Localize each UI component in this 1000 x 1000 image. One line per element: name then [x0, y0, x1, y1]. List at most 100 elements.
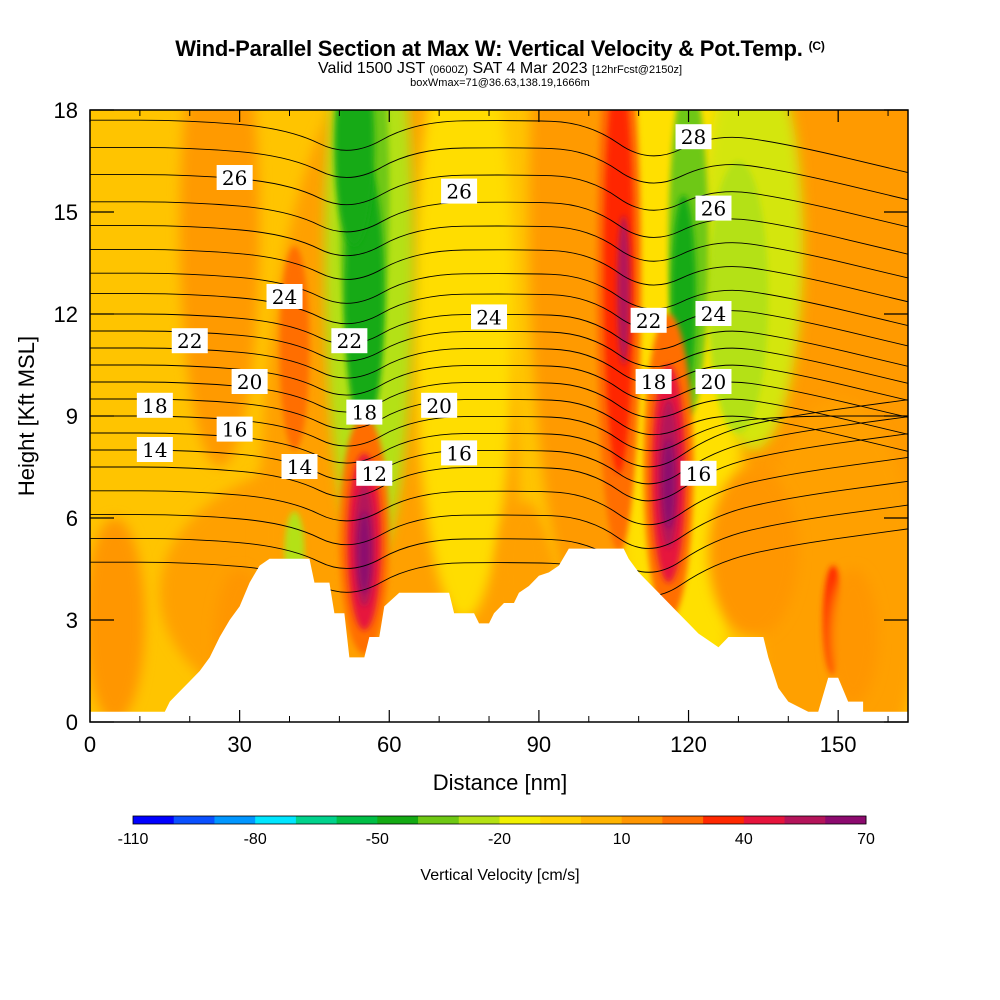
colorbar-tick-label: 10 — [613, 831, 631, 848]
x-tick-label: 60 — [377, 732, 401, 757]
theta-contour — [90, 504, 908, 573]
valid-time: Valid 1500 JST — [318, 60, 426, 77]
contour-label-text: 20 — [237, 370, 262, 394]
theta-contour — [90, 381, 908, 435]
y-tick-label: 9 — [66, 404, 78, 429]
valid-time-line: Valid 1500 JST (0600Z) SAT 4 Mar 2023 [1… — [0, 60, 1000, 78]
colorbar-swatch — [499, 816, 541, 824]
contour-label-box — [695, 301, 732, 326]
contour-label-box — [441, 440, 478, 466]
x-tick-label: 120 — [670, 732, 707, 757]
theta-contour — [90, 248, 908, 303]
theta-contour — [90, 398, 908, 452]
contour-label-box — [635, 369, 672, 394]
x-tick-label: 30 — [227, 732, 251, 757]
contour-label-text: 22 — [636, 309, 661, 333]
colorbar-swatch — [133, 816, 175, 824]
contour-label-box — [216, 416, 253, 442]
contour-label-text: 22 — [177, 329, 202, 353]
contour-label: 20 — [231, 369, 268, 394]
contour-label: 22 — [331, 328, 368, 354]
contour-label-box — [630, 307, 667, 333]
theta-contour — [90, 146, 908, 201]
y-tick-label: 0 — [66, 710, 78, 735]
theta-contour — [90, 480, 908, 549]
colorbar: -110 -80 -50 -20 10 40 70 — [118, 815, 875, 848]
velocity-cell — [828, 569, 879, 705]
contour-label-text: 16 — [686, 462, 711, 486]
colorbar-frame — [132, 815, 867, 825]
contour-label-box — [471, 304, 508, 330]
contour-label: 18 — [635, 369, 672, 394]
colorbar-swatch — [743, 816, 786, 824]
contour-label-text: 26 — [701, 197, 726, 221]
x-axis-label: Distance [nm] — [433, 770, 568, 795]
contour-label: 14 — [281, 454, 318, 479]
colorbar-swatch — [295, 816, 338, 824]
colorbar-swatch — [540, 816, 582, 824]
contour-label: 26 — [216, 165, 253, 190]
contour-label-text: 20 — [701, 370, 726, 394]
contour-labels: 26 26 28 26 24 24 24 22 22 22 20 20 20 18 18 18 16 16 16 14… — [136, 124, 732, 486]
velocity-cell — [334, 110, 375, 246]
colorbar-tick-label: 70 — [857, 831, 875, 848]
contour-label-box — [695, 195, 732, 221]
forecast-info: [12hrFcst@2150z] — [591, 64, 682, 76]
contour-label: 26 — [695, 195, 732, 221]
colorbar-label: Vertical Velocity [cm/s] — [420, 867, 579, 884]
valid-utc: (0600Z) — [429, 64, 469, 76]
contour-label-box — [421, 392, 458, 418]
colorbar-swatch — [458, 816, 500, 824]
x-tick-label: 90 — [527, 732, 551, 757]
colorbar-swatch — [621, 816, 663, 824]
colorbar-swatch — [662, 816, 704, 824]
contour-label-text: 14 — [142, 438, 167, 462]
colorbar-tick-label: -50 — [366, 831, 389, 848]
contour-label-box — [441, 178, 478, 204]
plot-area: 26 26 28 26 24 24 24 22 22 22 20 20 20 18 18 18 16 16 16 14… — [90, 110, 908, 722]
theta-contour — [90, 313, 908, 367]
contour-label: 24 — [695, 301, 732, 326]
velocity-cell — [358, 511, 371, 593]
theta-contour — [90, 272, 908, 326]
contour-label-text: 16 — [222, 418, 247, 442]
contour-label: 16 — [441, 440, 478, 466]
colorbar-swatch — [825, 816, 867, 824]
contour-label: 20 — [695, 369, 732, 394]
y-tick-label: 3 — [66, 608, 78, 633]
contour-label-box — [695, 369, 732, 394]
contour-label-box — [680, 460, 717, 486]
colorbar-tick-label: -80 — [244, 831, 267, 848]
chart-title-text: Wind-Parallel Section at Max W: Vertical… — [175, 36, 803, 61]
colorbar-tick-label: -20 — [488, 831, 511, 848]
colorbar-swatch — [255, 816, 297, 824]
contour-label: 22 — [171, 328, 208, 354]
colorbar-tick-label: 40 — [735, 831, 753, 848]
contour-label: 16 — [216, 416, 253, 442]
contour-label: 22 — [630, 307, 667, 333]
contour-label-text: 20 — [426, 394, 451, 418]
contour-label-box — [331, 328, 368, 354]
contour-label-text: 22 — [337, 329, 362, 353]
contour-label: 16 — [680, 460, 717, 486]
contour-label-text: 26 — [222, 166, 247, 190]
contour-label-box — [675, 124, 712, 150]
contour-label: 18 — [136, 392, 173, 418]
contour-label-text: 18 — [352, 401, 377, 425]
y-axis-label: Height [Kft MSL] — [14, 336, 39, 496]
contour-label-text: 18 — [142, 394, 167, 418]
colorbar-swatch — [377, 816, 419, 824]
colorbar-swatch — [214, 816, 256, 824]
theta-contour — [90, 347, 908, 401]
contour-label-text: 14 — [287, 455, 312, 479]
contour-label-text: 18 — [641, 370, 666, 394]
colorbar-swatch — [336, 816, 378, 824]
box-info: boxWmax=71@36.63,138.19,1666m — [410, 77, 590, 89]
velocity-cell — [414, 110, 514, 620]
colorbar-swatch — [703, 816, 745, 824]
contour-label-text: 28 — [681, 125, 706, 149]
contour-label-box — [136, 437, 173, 462]
colorbar-swatch — [784, 816, 826, 824]
velocity-cell — [90, 518, 145, 722]
